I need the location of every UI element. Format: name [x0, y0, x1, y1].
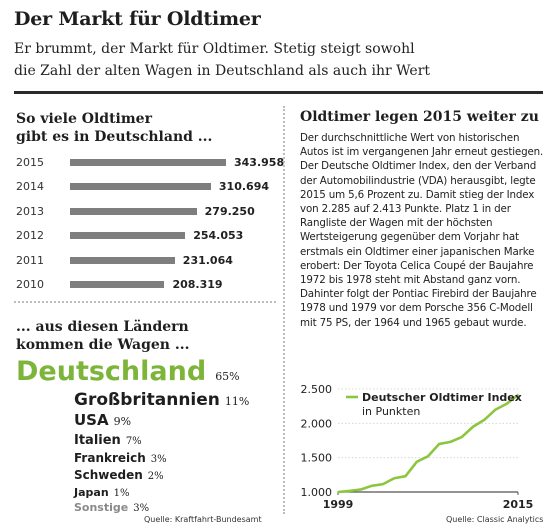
country-row: Frankreich 3% [74, 447, 167, 466]
data-point [438, 443, 441, 445]
section-divider [14, 301, 276, 303]
bar-row-2015: 2015 343.958 [16, 154, 284, 171]
countries-heading-line-2: kommen die Wagen ... [16, 337, 190, 353]
data-point [370, 484, 373, 487]
article-paragraph: Der durchschnittliche Wert von historisc… [300, 132, 544, 329]
country-name: Großbritannien [74, 390, 220, 410]
data-point [337, 491, 339, 493]
bar-value-label: 310.694 [218, 180, 270, 194]
y-tick-label: 1.000 [301, 486, 333, 499]
data-point [460, 436, 463, 438]
country-name: Deutschland [16, 356, 207, 387]
country-percent: 11% [224, 395, 250, 408]
country-name: Frankreich [74, 451, 146, 465]
bar [70, 183, 211, 191]
bar-row-2011: 2011 231.064 [16, 252, 276, 269]
data-point [494, 408, 497, 411]
data-point [359, 488, 362, 491]
bar-year-label: 2013 [16, 204, 44, 218]
country-row: USA 9% [74, 410, 131, 429]
bar [70, 256, 175, 264]
country-row: Sonstige 3% [74, 496, 149, 515]
page-title: Der Markt für Oldtimer [14, 8, 261, 30]
subtitle-line-1: Er brummt, der Markt für Oldtimer. Steti… [14, 41, 415, 57]
text-heading: Oldtimer legen 2015 weiter zu [300, 109, 539, 125]
country-percent: 7% [125, 436, 142, 447]
country-row: Schweden 2% [74, 464, 164, 483]
bar-value-label: 208.319 [172, 278, 223, 291]
bar-row-2013: 2013 279.250 [16, 203, 276, 220]
bar-value-label: 254.053 [193, 229, 244, 243]
bar [70, 159, 226, 166]
page-subtitle: Er brummt, der Markt für Oldtimer. Steti… [14, 38, 534, 82]
y-tick-label: 1.500 [301, 452, 333, 465]
y-tick-label: 2.500 [301, 383, 333, 396]
bar-year-label: 2011 [16, 253, 44, 267]
x-tick-label: 1999 [323, 498, 354, 511]
data-point [348, 490, 351, 492]
country-name: USA [74, 411, 109, 429]
bar-chart-heading: So viele Oldtimer gibt es in Deutschland… [16, 110, 212, 146]
country-percent: 9% [113, 415, 132, 428]
x-tick-label: 2015 [503, 498, 534, 511]
column-divider [283, 106, 285, 514]
data-point [505, 402, 508, 405]
legend-label: Deutscher Oldtimer Index [362, 391, 522, 404]
bar [70, 232, 186, 240]
line-chart: 1.000 1.500 2.000 2.500 1999 2015 Deutscher Ol… [301, 383, 534, 511]
bar-row-2014: 2014 310.694 [16, 178, 276, 195]
y-tick-label: 2.000 [301, 417, 333, 430]
data-point [449, 440, 452, 443]
bar-year-label: 2010 [16, 278, 44, 291]
country-row: Japan 1% [74, 481, 130, 500]
data-point [415, 460, 418, 463]
bar-chart-heading-line-1: So viele Oldtimer [16, 111, 152, 127]
country-name: Italien [74, 433, 121, 448]
data-point [472, 425, 474, 428]
bar-year-label: 2012 [16, 229, 44, 243]
data-point [517, 394, 519, 396]
data-point [427, 455, 429, 458]
countries-heading: ... aus diesen Ländern kommen die Wagen … [16, 318, 189, 354]
country-percent: 3% [133, 503, 150, 514]
country-percent: 1% [113, 488, 130, 499]
bar-chart-heading-line-2: gibt es in Deutschland ... [16, 129, 213, 145]
bar-row-2012: 2012 254.053 [16, 227, 276, 244]
country-row: Deutschland 65% [16, 356, 240, 387]
country-percent: 2% [147, 471, 164, 482]
right-source: Quelle: Classic Analytics [446, 515, 544, 524]
left-source: Quelle: Kraftfahrt-Bundesamt [144, 515, 262, 524]
bar [70, 207, 197, 215]
country-percent: 3% [150, 454, 167, 465]
country-row: Großbritannien 11% [74, 390, 249, 410]
bar [70, 281, 165, 288]
subtitle-line-2: die Zahl der alten Wagen in Deutschland … [14, 63, 431, 79]
country-name: Schweden [74, 468, 143, 482]
country-row: Italien 7% [74, 429, 142, 448]
data-point [393, 477, 396, 480]
data-point [404, 475, 407, 478]
country-name: Sonstige [74, 501, 129, 514]
bar-year-label: 2015 [16, 156, 44, 169]
countries-heading-line-1: ... aus diesen Ländern [16, 319, 189, 335]
country-percent: 65% [215, 370, 240, 383]
data-point [382, 483, 384, 486]
bar-value-label: 279.250 [204, 204, 255, 218]
data-point [483, 419, 486, 421]
bar-value-label: 231.064 [182, 253, 233, 267]
bar-value-label: 343.958 [234, 156, 285, 169]
legend-sublabel: in Punkten [362, 405, 420, 418]
country-name: Japan [74, 486, 109, 499]
bar-year-label: 2014 [16, 180, 44, 194]
bar-row-2010: 2010 208.319 [16, 276, 276, 293]
top-divider [14, 91, 543, 94]
